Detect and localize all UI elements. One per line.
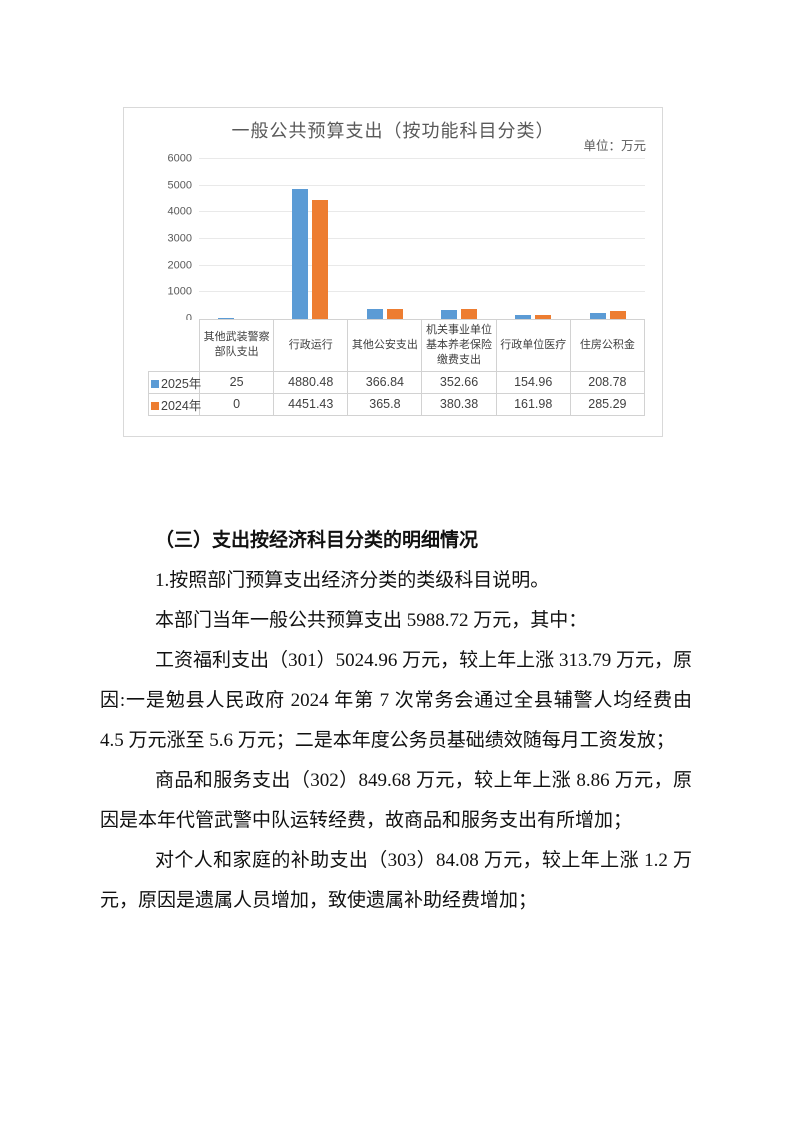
series-label: 2025年 (161, 376, 202, 391)
legend-cell: 2025年 (148, 370, 202, 394)
bar-group (496, 159, 570, 319)
y-tick-label: 6000 (167, 152, 192, 165)
chart-table-body: 2025年 25 4880.48 366.84 352.66 154.96 208.78 20… (148, 370, 646, 416)
value-cell: 366.84 (347, 370, 423, 394)
bar-2025年-5 (589, 313, 606, 319)
value-cell: 161.98 (495, 392, 571, 416)
table-row: 2024年 0 4451.43 365.8 380.38 161.98 285.29 (148, 392, 646, 416)
gridline (199, 211, 645, 213)
bar-group (273, 159, 347, 319)
bar-2024年-1 (312, 200, 329, 319)
legend-swatch-icon (151, 379, 159, 388)
bar-2024年-2 (386, 309, 403, 319)
category-header: 其他武装警察部队支出 (198, 319, 275, 372)
chart-title: 一般公共预算支出（按功能科目分类） (231, 121, 555, 141)
y-tick-label: 1000 (167, 285, 192, 298)
value-cell: 380.38 (421, 392, 497, 416)
gridline (199, 264, 645, 266)
category-header: 机关事业单位基本养老保险缴费支出 (421, 319, 497, 372)
series-label: 2024年 (161, 398, 202, 413)
y-tick-label: 0 (185, 312, 192, 325)
bar-2024年-4 (535, 314, 552, 319)
chart-table-header-row: 其他武装警察部队支出 行政运行 其他公安支出 机关事业单位基本养老保险缴费支出 行政单位… (148, 319, 646, 372)
table-row: 2025年 25 4880.48 366.84 352.66 154.96 208.78 (148, 370, 646, 394)
chart-data-table: 其他武装警察部队支出 行政运行 其他公安支出 机关事业单位基本养老保险缴费支出 行政单位… (148, 319, 646, 416)
budget-expenditure-chart: 一般公共预算支出（按功能科目分类） 单位：万元 0 1000 2000 3000 400… (123, 107, 663, 437)
bar-2024年-5 (609, 311, 626, 319)
gridline (199, 184, 645, 186)
value-cell: 4451.43 (273, 392, 349, 416)
value-cell: 4880.48 (273, 370, 349, 394)
y-tick-label: 3000 (167, 232, 192, 245)
plot-row: 0 1000 2000 3000 4000 5000 6000 (148, 153, 645, 324)
gridline (199, 291, 645, 293)
value-cell: 365.8 (347, 392, 423, 416)
category-header: 行政单位医疗 (495, 319, 571, 372)
bar-2024年-3 (461, 308, 478, 319)
value-cell: 0 (198, 392, 275, 416)
paragraph-3: 工资福利支出（301）5024.96 万元，较上年上涨 313.79 万元，原因… (100, 650, 692, 751)
legend-header-cell (148, 319, 200, 372)
category-header: 行政运行 (273, 319, 349, 372)
y-tick-label: 2000 (167, 259, 192, 272)
value-cell: 285.29 (569, 392, 646, 416)
paragraph-2: 本部门当年一般公共预算支出 5988.72 万元，其中： (155, 610, 588, 631)
value-cell: 154.96 (495, 370, 571, 394)
value-cell: 25 (198, 370, 275, 394)
value-cell: 208.78 (569, 370, 646, 394)
value-cell: 352.66 (421, 370, 497, 394)
text-section: （三）支出按经济科目分类的明细情况 1.按照部门预算支出经济分类的类级科目说明。… (100, 521, 692, 921)
paragraph-5: 对个人和家庭的补助支出（303）84.08 万元，较上年上涨 1.2 万元，原因… (100, 850, 692, 911)
plot-area (199, 158, 645, 319)
legend-swatch-icon (151, 401, 159, 410)
bar-2025年-1 (292, 188, 309, 319)
chart-unit-label: 单位：万元 (583, 139, 646, 153)
bar-group (199, 159, 273, 319)
y-axis: 0 1000 2000 3000 4000 5000 6000 (148, 153, 199, 324)
gridline (199, 158, 645, 159)
paragraph-1: 1.按照部门预算支出经济分类的类级科目说明。 (155, 570, 550, 591)
bar-2025年-3 (441, 309, 458, 319)
bar-2025年-4 (515, 314, 532, 319)
bar-group (571, 159, 645, 319)
paragraph-4: 商品和服务支出（302）849.68 万元，较上年上涨 8.86 万元，原因是本… (100, 770, 692, 831)
section-heading: （三）支出按经济科目分类的明细情况 (155, 530, 479, 551)
bar-group (422, 159, 496, 319)
legend-cell: 2024年 (148, 392, 202, 416)
y-tick-label: 5000 (167, 179, 192, 192)
bar-group (348, 159, 422, 319)
category-header: 住房公积金 (569, 319, 646, 372)
bar-2025年-0 (218, 317, 235, 319)
y-tick-label: 4000 (167, 205, 192, 218)
category-header: 其他公安支出 (347, 319, 423, 372)
gridline (199, 238, 645, 239)
bar-2025年-2 (366, 309, 383, 319)
